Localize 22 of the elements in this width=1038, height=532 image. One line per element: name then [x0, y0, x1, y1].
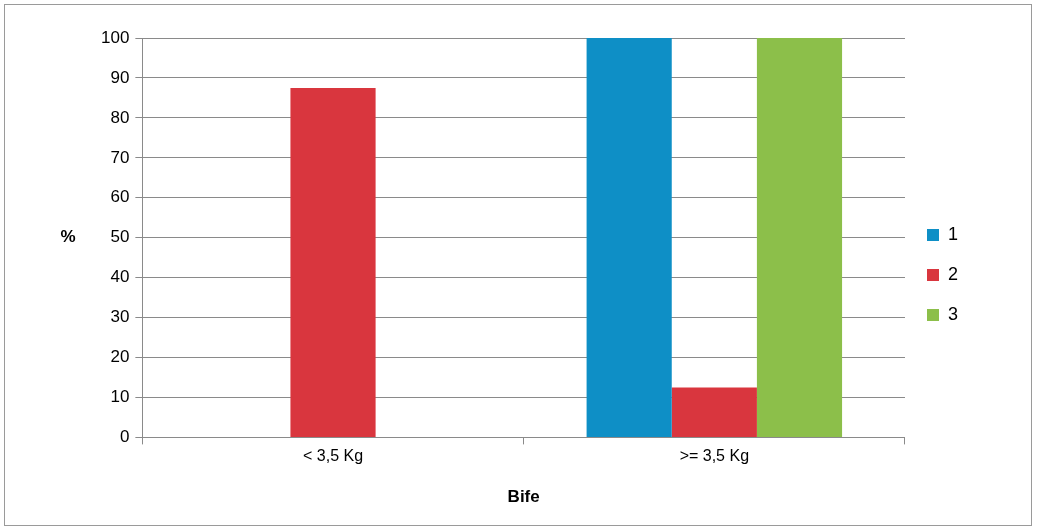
x-axis-title: Bife	[507, 487, 540, 507]
y-tick-label: 90	[110, 67, 130, 87]
bar	[290, 87, 376, 437]
legend-label: 3	[947, 303, 958, 324]
y-tick-label: 60	[110, 187, 130, 207]
y-axis-title: %	[60, 227, 76, 247]
x-tick-label: < 3,5 Kg	[303, 447, 364, 465]
y-tick-label: 100	[100, 27, 130, 47]
y-tick-label: 40	[110, 267, 130, 287]
bar	[586, 38, 672, 437]
y-tick-label: 50	[110, 227, 130, 247]
bar	[671, 387, 757, 437]
y-tick-label: 80	[110, 107, 130, 127]
y-tick-label: 70	[110, 147, 130, 167]
y-tick-label: 10	[110, 387, 130, 407]
y-tick-label: 30	[110, 307, 130, 327]
legend-label: 2	[947, 263, 958, 284]
bar	[756, 38, 843, 437]
legend-label: 1	[947, 223, 958, 244]
x-tick-label: >= 3,5 Kg	[679, 447, 750, 465]
y-tick-label: 0	[119, 427, 130, 447]
y-tick-label: 20	[110, 347, 130, 367]
